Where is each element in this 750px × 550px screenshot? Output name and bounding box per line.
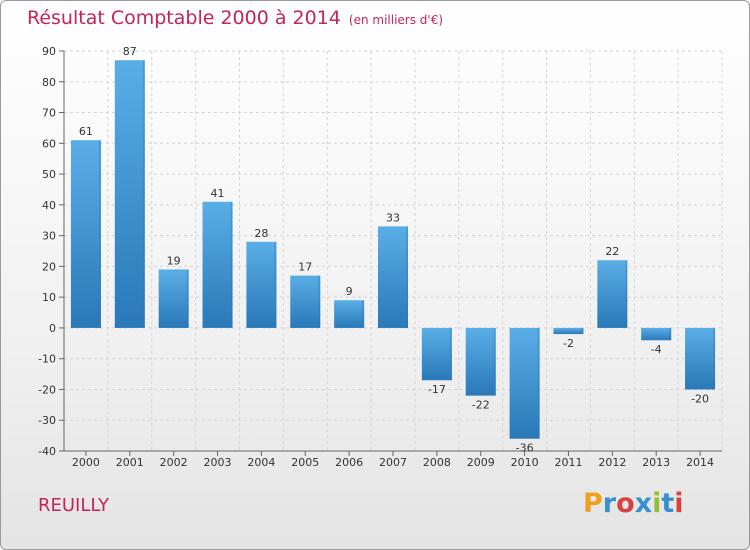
y-tick-label: -40: [38, 445, 56, 458]
y-tick-label: 80: [42, 76, 56, 89]
data-label: -2: [563, 337, 574, 350]
bar-shade: [406, 226, 408, 328]
x-tick-label: 2011: [554, 456, 582, 469]
data-label: 17: [298, 261, 312, 274]
bar: [158, 269, 189, 328]
x-tick-label: 2010: [511, 456, 539, 469]
bar-shade: [669, 327, 672, 341]
data-label: 87: [123, 45, 137, 58]
bar-shade: [713, 327, 716, 390]
bar-shade: [362, 300, 365, 328]
data-labels: 61 87 19 41 28 17 9 33 -17 -22 -36 -2 22 -4 -20: [79, 45, 709, 454]
bar-shade: [493, 327, 496, 396]
bar: [641, 327, 672, 341]
logo-letter: i: [652, 488, 662, 519]
chart-title-text: Résultat Comptable 2000 à 2014: [27, 7, 341, 29]
y-tick-label: 90: [42, 45, 56, 58]
x-tick-label: 2004: [247, 456, 275, 469]
y-tick-label: 70: [42, 107, 56, 120]
data-label: 33: [386, 211, 400, 224]
x-tick-label: 2006: [335, 456, 363, 469]
logo-letter: i: [674, 488, 684, 519]
bar-shade: [98, 140, 101, 328]
logo-letter: x: [634, 488, 653, 519]
chart-subtitle: (en milliers d'€): [348, 13, 444, 27]
proxiti-logo[interactable]: Proxiti: [583, 488, 684, 519]
bar: [509, 327, 540, 439]
y-tick-label: -30: [38, 414, 56, 427]
x-tick-label: 2014: [686, 456, 714, 469]
x-tick-label: 2002: [160, 456, 188, 469]
bar-shade: [581, 327, 584, 335]
data-label: 28: [254, 227, 268, 240]
chart-title: Résultat Comptable 2000 à 2014 (en millie…: [27, 7, 443, 29]
data-label: -17: [428, 383, 446, 396]
y-tick-label: -10: [38, 353, 56, 366]
logo-letter: t: [661, 488, 675, 519]
y-tick-label: 50: [42, 168, 56, 181]
bar: [465, 327, 496, 396]
bar: [553, 327, 584, 335]
bar: [202, 201, 233, 328]
data-label: 19: [167, 254, 181, 267]
y-tick-label: 30: [42, 230, 56, 243]
bar-shade: [625, 260, 628, 328]
bar-shade: [230, 201, 233, 328]
x-tick-label: 2008: [423, 456, 451, 469]
logo-letter: P: [583, 488, 603, 519]
x-tick-label: 2005: [291, 456, 319, 469]
data-label: 9: [346, 285, 353, 298]
bar-shade: [537, 327, 540, 439]
logo-letter: o: [616, 488, 635, 519]
bars: [70, 60, 716, 439]
data-label: 22: [605, 245, 619, 258]
bar: [70, 140, 101, 328]
x-tick-label: 2001: [116, 456, 144, 469]
x-tick-label: 2000: [72, 456, 100, 469]
data-label: -22: [472, 399, 490, 412]
data-label: -20: [691, 392, 709, 405]
x-tick-label: 2013: [642, 456, 670, 469]
bar-shade: [142, 60, 145, 328]
y-tick-label: 0: [49, 322, 56, 335]
y-tick-label: 40: [42, 199, 56, 212]
bar-shade: [274, 241, 277, 328]
bar: [597, 260, 628, 328]
x-tick-label: 2012: [598, 456, 626, 469]
data-label: 61: [79, 125, 93, 138]
bar: [378, 226, 408, 328]
data-label: -36: [516, 442, 534, 455]
bar-shade: [318, 275, 321, 328]
bar: [114, 60, 145, 328]
y-tick-label: 20: [42, 260, 56, 273]
bar: [246, 241, 277, 328]
bar-shade: [186, 269, 189, 328]
bar-shade: [449, 327, 452, 381]
commune-name: REUILLY: [38, 495, 110, 516]
bar: [290, 275, 321, 328]
x-tick-label: 2009: [467, 456, 495, 469]
bar: [421, 327, 452, 381]
y-tick-label: 10: [42, 291, 56, 304]
bar: [685, 327, 716, 390]
data-label: -4: [651, 343, 662, 356]
y-tick-label: 60: [42, 137, 56, 150]
y-tick-label: -20: [38, 383, 56, 396]
x-tick-label: 2007: [379, 456, 407, 469]
bar: [334, 300, 365, 328]
logo-letter: r: [602, 488, 617, 519]
data-label: 41: [211, 187, 225, 200]
x-tick-label: 2003: [204, 456, 232, 469]
